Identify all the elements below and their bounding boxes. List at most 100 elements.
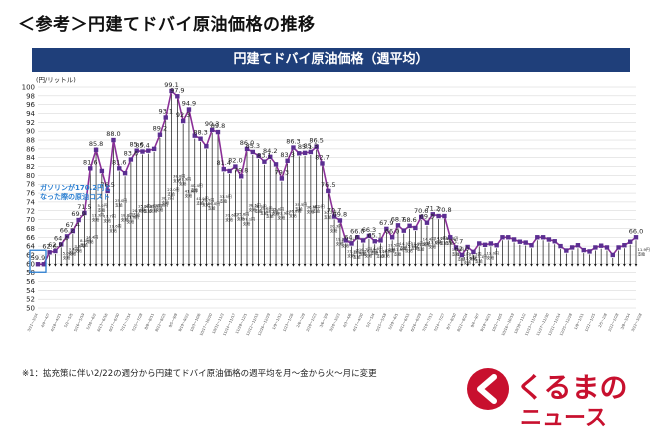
y-tick-label: 74 [26, 198, 35, 206]
data-point [511, 237, 517, 242]
subsidy-sub-label: 支給 [440, 241, 448, 246]
data-point [291, 145, 296, 150]
x-tick-label: 8/22〜8/25 [155, 313, 167, 333]
data-point [82, 210, 87, 216]
data-point [366, 233, 372, 239]
subsidy-amount-label: 14.4円 [86, 235, 98, 240]
subsidy-amount-label: 25.0円 [115, 198, 127, 203]
subsidy-sub-label: 支給 [411, 246, 419, 251]
subsidy-amount-label: 13.1円 [475, 254, 487, 259]
subsidy-sub-label: 支給 [423, 241, 431, 246]
data-value-label: 69.9 [71, 210, 85, 218]
subsidy-amount-label: 25.0円 [138, 203, 150, 208]
data-point [442, 213, 447, 219]
data-point [465, 244, 470, 250]
data-point [117, 166, 122, 171]
subsidy-amount-label: 5.0円 [63, 250, 73, 255]
data-point [453, 245, 459, 250]
data-value-label: 67.4 [66, 221, 80, 229]
subsidy-amount-label: 36.3円 [254, 204, 266, 209]
x-tick-label: 2/5〜2/8 [598, 312, 608, 328]
subsidy-sub-label: 支給 [359, 251, 367, 256]
subsidy-amount-label: 35.6円 [260, 206, 272, 211]
data-point [477, 241, 482, 246]
data-value-label: 81.4 [217, 159, 231, 167]
data-value-label: 88.0 [106, 130, 120, 138]
subsidy-amount-label: 15.0円 [376, 249, 388, 254]
subsidy-amount-label: 38.5円 [249, 203, 261, 208]
y-tick-label: 54 [26, 287, 35, 295]
subsidy-sub-label: 支給 [86, 239, 94, 244]
subsidy-sub-label: 支給 [63, 255, 71, 260]
x-tick-label: 3/20〜3/23 [329, 313, 341, 333]
data-point [59, 242, 64, 247]
callout-line-1: ガソリンが170.2円と [40, 183, 111, 192]
subsidy-amount-label: 21.3円 [347, 248, 359, 253]
data-value-label: 89.2 [153, 125, 167, 133]
x-tick-label: 3/8〜3/14 [620, 312, 631, 330]
subsidy-sub-label: 支給 [417, 247, 425, 252]
data-point [552, 239, 557, 244]
subsidy-amount-label: 11.9円 [638, 247, 650, 252]
subsidy-amount-label: 13.1円 [428, 239, 440, 244]
subsidy-amount-label: 36.0円 [208, 201, 220, 206]
subsidy-sub-label: 支給 [365, 253, 373, 258]
x-tick-label: 10/31〜11/3 [212, 313, 225, 335]
data-point [459, 252, 465, 258]
data-point [436, 213, 441, 219]
data-point [192, 133, 197, 138]
subsidy-sub-label: 支給 [121, 217, 129, 222]
subsidy-sub-label: 支給 [405, 248, 413, 253]
data-point [320, 161, 325, 166]
x-tick-label: 12/26〜12/29 [257, 312, 271, 336]
y-tick-label: 52 [26, 296, 35, 304]
data-value-label: 66.2 [60, 226, 74, 234]
data-value-label: 63.7 [449, 237, 463, 245]
x-tick-label: 7/10〜7/13 [422, 313, 434, 333]
data-point [180, 118, 186, 124]
subsidy-sub-label: 支給 [190, 187, 198, 192]
subsidy-amount-label: 13.9円 [440, 236, 452, 241]
data-point [99, 168, 105, 174]
data-value-label: 79.3 [275, 168, 289, 176]
data-value-label: 71.5 [77, 203, 91, 211]
subsidy-sub-label: 支給 [127, 219, 135, 224]
subsidy-sub-label: 支給 [399, 245, 407, 250]
subsidy-amount-label: 17.5円 [394, 247, 406, 252]
subsidy-sub-label: 支給 [260, 211, 268, 216]
subsidy-amount-label: 18.8円 [353, 250, 365, 255]
subsidy-amount-label: 17.5円 [382, 248, 394, 253]
subsidy-amount-label: 14.0円 [434, 235, 446, 240]
x-tick-label: 7/11〜7/14 [120, 312, 132, 332]
data-point [395, 223, 401, 228]
data-point [88, 166, 93, 171]
data-value-label: 79.8 [234, 166, 248, 174]
data-point [564, 248, 569, 253]
data-point [569, 245, 575, 250]
subsidy-sub-label: 支給 [179, 181, 187, 186]
data-value-label: 67.9 [379, 219, 393, 227]
subsidy-amount-label: 12.0円 [487, 251, 499, 256]
data-point [581, 247, 586, 253]
subsidy-amount-label: 20.3円 [330, 224, 342, 229]
data-value-label: 81.6 [83, 158, 97, 166]
data-point [215, 129, 221, 135]
data-value-label: 64.4 [54, 234, 68, 242]
subsidy-amount-label: 36.8円 [289, 209, 301, 214]
data-point [53, 248, 58, 254]
subsidy-sub-label: 支給 [132, 212, 140, 217]
x-tick-label: 7/24〜7/27 [433, 313, 445, 333]
x-tick-label: 9/4〜9/7 [470, 313, 480, 328]
x-tick-label: 3/22〜3/28 [631, 312, 643, 332]
y-tick-label: 90 [26, 128, 35, 136]
data-point [221, 167, 226, 172]
data-point [186, 107, 192, 112]
subsidy-amount-label: 11.7円 [469, 252, 481, 257]
data-point [598, 243, 604, 248]
y-tick-label: 92 [26, 119, 35, 127]
subsidy-sub-label: 支給 [336, 241, 344, 246]
subsidy-sub-label: 支給 [394, 251, 402, 256]
data-point [430, 212, 435, 217]
data-point [326, 188, 331, 194]
x-tick-label: 8/21〜8/24 [457, 312, 469, 332]
